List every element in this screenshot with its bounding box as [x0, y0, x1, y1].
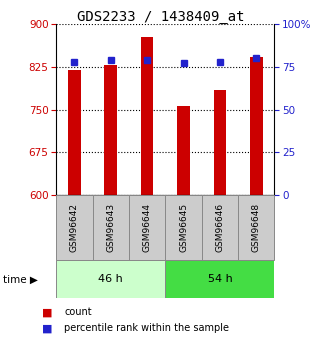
Bar [56, 195, 92, 260]
Bar [238, 195, 274, 260]
Bar [165, 195, 202, 260]
Bar [56, 260, 165, 298]
Text: GSM96644: GSM96644 [143, 203, 152, 252]
Bar [141, 37, 153, 195]
Text: ■: ■ [42, 307, 52, 317]
Text: GSM96642: GSM96642 [70, 203, 79, 252]
Text: 54 h: 54 h [207, 275, 232, 284]
Bar [68, 70, 81, 195]
Bar [129, 195, 165, 260]
Text: GSM96646: GSM96646 [215, 203, 224, 252]
Text: GSM96645: GSM96645 [179, 203, 188, 252]
Bar [250, 57, 263, 195]
Bar [213, 90, 226, 195]
Text: GSM96648: GSM96648 [252, 203, 261, 252]
Text: time ▶: time ▶ [3, 275, 38, 284]
Bar [165, 260, 274, 298]
Bar [92, 195, 129, 260]
Text: GDS2233 / 1438409_at: GDS2233 / 1438409_at [77, 10, 244, 24]
Bar [202, 195, 238, 260]
Text: count: count [64, 307, 92, 317]
Text: ■: ■ [42, 324, 52, 333]
Text: GSM96643: GSM96643 [106, 203, 115, 252]
Text: percentile rank within the sample: percentile rank within the sample [64, 324, 229, 333]
Bar [177, 106, 190, 195]
Bar [104, 65, 117, 195]
Text: 46 h: 46 h [98, 275, 123, 284]
